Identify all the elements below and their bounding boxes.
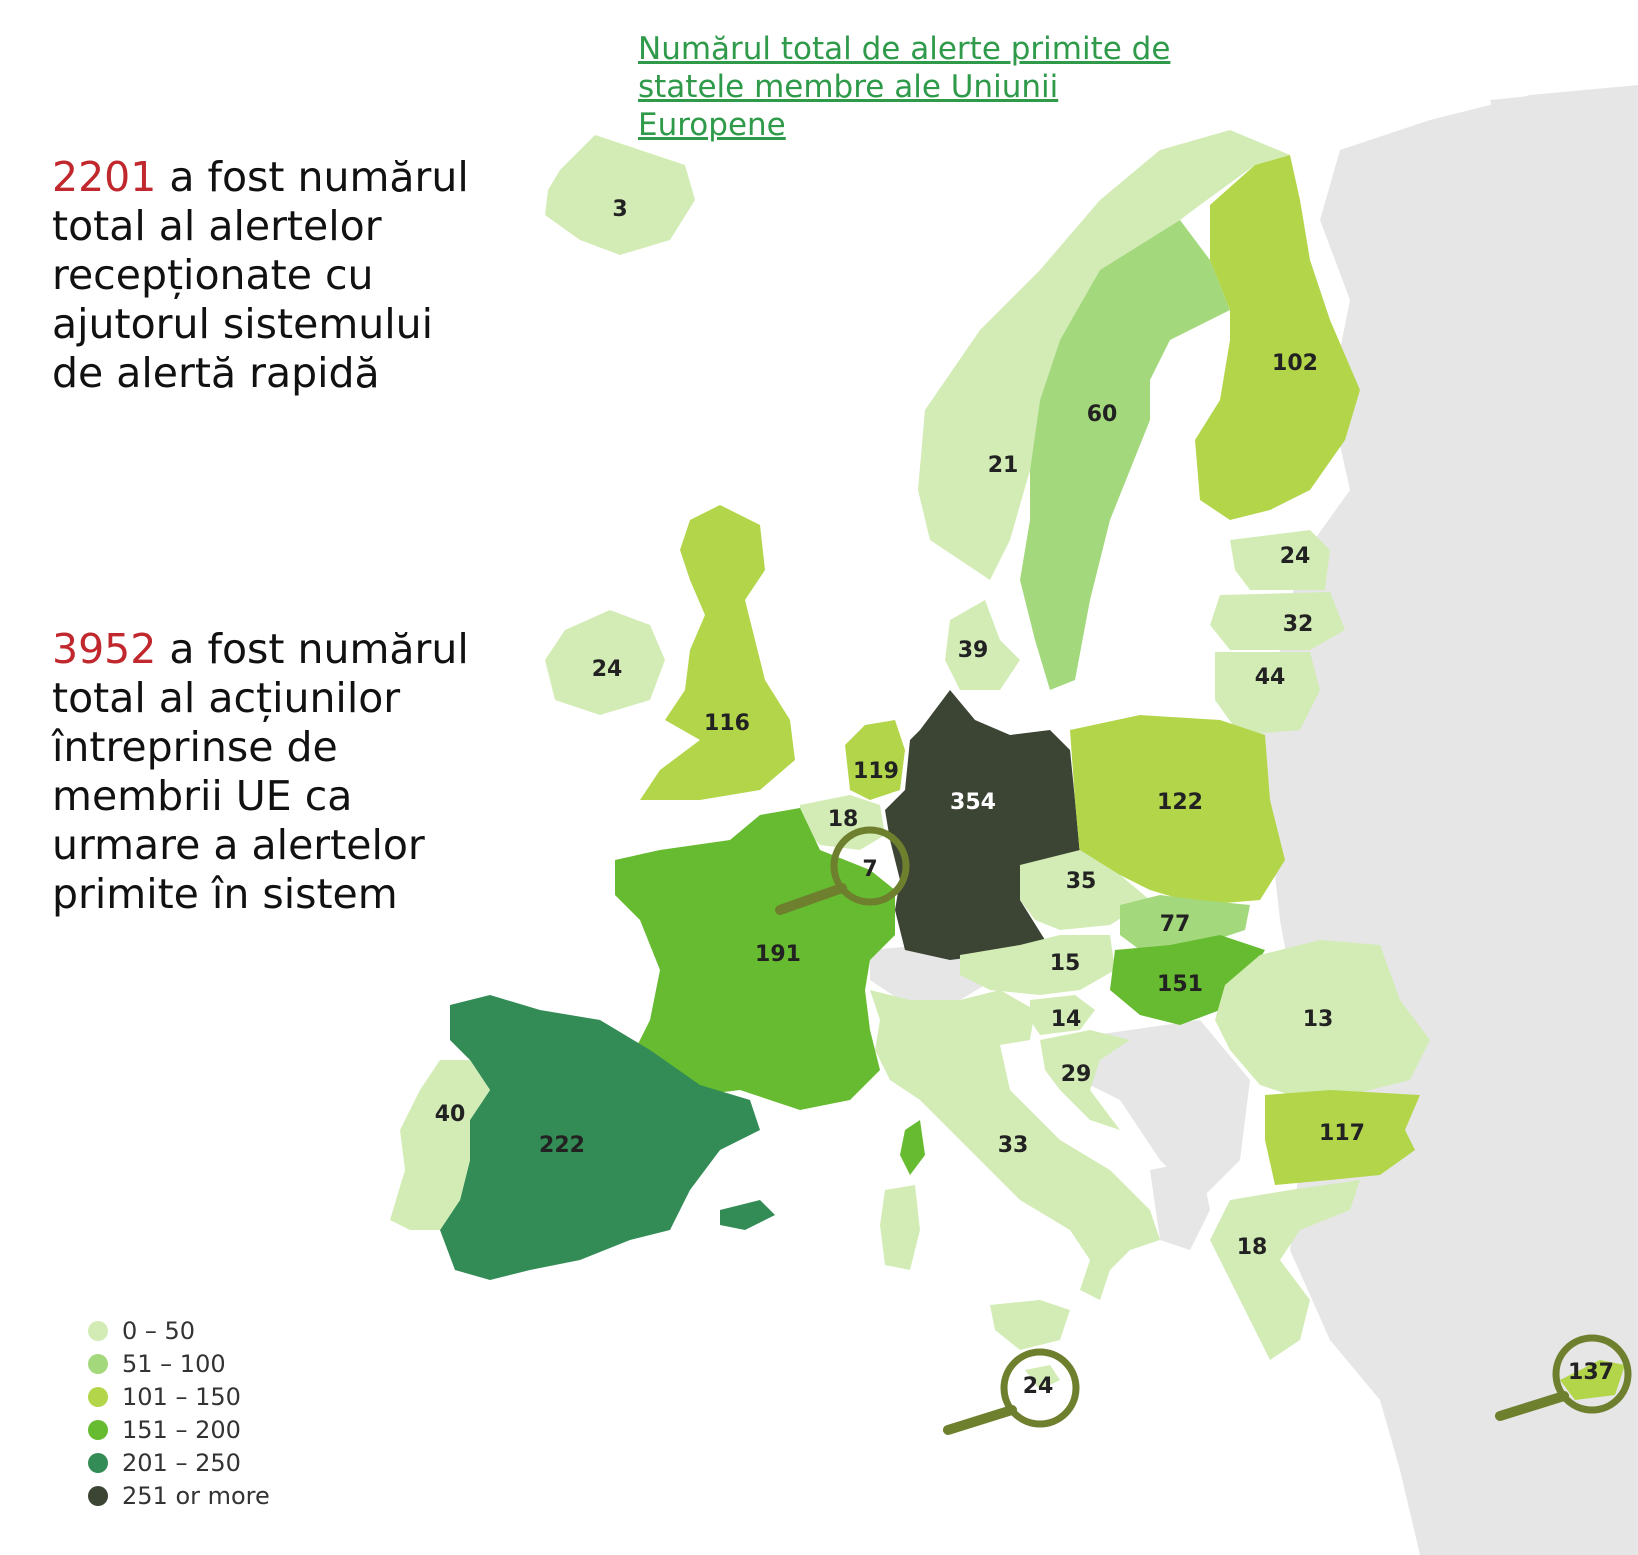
country-czechia[interactable] xyxy=(1020,850,1150,930)
label-finland: 102 xyxy=(1272,351,1318,376)
country-italy-sardinia[interactable] xyxy=(880,1185,920,1270)
label-slovenia: 14 xyxy=(1051,1007,1082,1032)
legend-label: 151 – 200 xyxy=(122,1415,241,1444)
label-lithuania: 44 xyxy=(1255,665,1286,690)
label-croatia: 29 xyxy=(1061,1062,1092,1087)
total-actions-number: 3952 xyxy=(52,625,157,673)
label-belgium: 18 xyxy=(828,807,859,832)
legend-dot xyxy=(88,1386,108,1407)
label-denmark: 39 xyxy=(958,638,989,663)
label-hungary: 151 xyxy=(1157,972,1203,997)
label-greece: 18 xyxy=(1237,1235,1268,1260)
label-ireland: 24 xyxy=(592,657,623,682)
country-norway[interactable] xyxy=(918,130,1290,580)
legend-dot xyxy=(88,1320,108,1341)
legend-item: 251 or more xyxy=(88,1479,270,1512)
legend-item: 101 – 150 xyxy=(88,1380,270,1413)
legend-label: 51 – 100 xyxy=(122,1349,226,1378)
legend-dot xyxy=(88,1485,108,1506)
label-france: 191 xyxy=(755,942,801,967)
magnifier-cyprus xyxy=(1495,1334,1632,1421)
country-greece[interactable] xyxy=(1210,1180,1360,1360)
magnifier-luxembourg xyxy=(775,826,910,915)
legend-item: 51 – 100 xyxy=(88,1347,270,1380)
magnifier-malta xyxy=(943,1348,1080,1435)
country-france[interactable] xyxy=(615,808,895,1110)
total-alerts-text: a fost numărul total al alertelor recepț… xyxy=(52,153,469,397)
label-romania: 13 xyxy=(1303,1007,1334,1032)
country-spain-islands[interactable] xyxy=(720,1200,775,1230)
label-luxembourg: 7 xyxy=(862,857,877,882)
label-slovakia: 77 xyxy=(1160,912,1191,937)
country-shapes xyxy=(390,130,1625,1400)
legend-item: 151 – 200 xyxy=(88,1413,270,1446)
total-alerts-number: 2201 xyxy=(52,153,157,201)
label-sweden: 60 xyxy=(1087,402,1118,427)
country-lithuania[interactable] xyxy=(1215,652,1320,735)
label-poland: 122 xyxy=(1157,790,1203,815)
country-portugal[interactable] xyxy=(390,1060,490,1230)
country-denmark[interactable] xyxy=(945,600,1020,690)
label-cyprus: 137 xyxy=(1568,1360,1614,1385)
label-spain: 222 xyxy=(539,1133,585,1158)
country-netherlands[interactable] xyxy=(845,720,905,800)
label-norway: 21 xyxy=(988,453,1019,478)
label-malta: 24 xyxy=(1023,1374,1054,1399)
label-estonia: 24 xyxy=(1280,544,1311,569)
legend-item: 201 – 250 xyxy=(88,1446,270,1479)
label-portugal: 40 xyxy=(435,1102,466,1127)
country-italy[interactable] xyxy=(870,990,1160,1300)
legend-dot xyxy=(88,1419,108,1440)
legend-label: 0 – 50 xyxy=(122,1316,196,1345)
label-netherlands: 119 xyxy=(853,759,899,784)
country-romania[interactable] xyxy=(1215,940,1430,1095)
country-poland[interactable] xyxy=(1070,715,1285,905)
legend-label: 251 or more xyxy=(122,1481,270,1510)
label-austria: 15 xyxy=(1050,951,1081,976)
country-spain[interactable] xyxy=(440,995,760,1280)
country-united-kingdom[interactable] xyxy=(640,505,795,800)
legend-label: 201 – 250 xyxy=(122,1448,241,1477)
country-iceland[interactable] xyxy=(545,135,695,255)
country-belgium[interactable] xyxy=(800,795,885,850)
country-austria[interactable] xyxy=(960,935,1115,995)
country-finland[interactable] xyxy=(1195,155,1360,520)
country-latvia[interactable] xyxy=(1210,592,1345,650)
label-italy: 33 xyxy=(998,1133,1029,1158)
label-iceland: 3 xyxy=(612,197,627,222)
country-cyprus[interactable] xyxy=(1560,1360,1625,1400)
label-germany: 354 xyxy=(950,790,996,815)
country-croatia[interactable] xyxy=(1040,1030,1130,1130)
country-sweden[interactable] xyxy=(1020,220,1230,690)
label-latvia: 32 xyxy=(1283,612,1314,637)
country-bulgaria[interactable] xyxy=(1265,1090,1420,1185)
country-labels: 3 21 60 102 24 32 44 39 24 116 119 18 7 … xyxy=(435,197,1614,1399)
legend-dot xyxy=(88,1452,108,1473)
legend-label: 101 – 150 xyxy=(122,1382,241,1411)
total-actions-text: a fost numărul total al acțiunilor între… xyxy=(52,625,469,918)
country-ireland[interactable] xyxy=(545,610,665,715)
map-title-link[interactable]: Numărul total de alerte primite de state… xyxy=(638,31,1171,143)
country-slovenia[interactable] xyxy=(1030,995,1095,1035)
legend-item: 0 – 50 xyxy=(88,1314,270,1347)
label-bulgaria: 117 xyxy=(1319,1121,1365,1146)
label-czechia: 35 xyxy=(1066,869,1097,894)
legend-dot xyxy=(88,1353,108,1374)
country-italy-sicily[interactable] xyxy=(990,1300,1070,1350)
total-actions-stat: 3952 a fost numărul total al acțiunilor … xyxy=(52,625,512,919)
country-estonia[interactable] xyxy=(1230,530,1330,590)
map-legend: 0 – 50 51 – 100 101 – 150 151 – 200 201 … xyxy=(88,1314,270,1512)
country-france-corsica[interactable] xyxy=(900,1120,925,1175)
total-alerts-stat: 2201 a fost numărul total al alertelor r… xyxy=(52,153,492,398)
country-germany[interactable] xyxy=(885,690,1080,960)
country-malta[interactable] xyxy=(1025,1365,1060,1390)
label-united-kingdom: 116 xyxy=(704,711,750,736)
